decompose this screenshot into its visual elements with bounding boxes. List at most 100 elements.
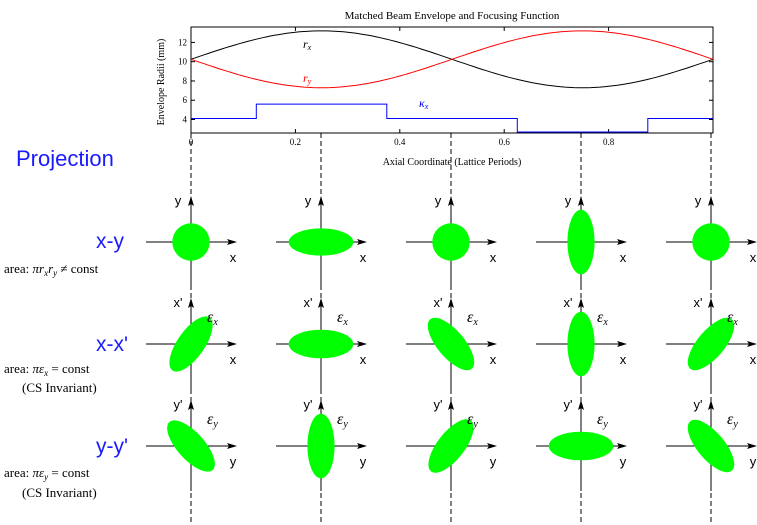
y-tick-label: 8 (183, 76, 188, 86)
h-axis-label: x (620, 352, 627, 367)
y-tick-label: 12 (178, 37, 187, 47)
row-title: x-x' (96, 333, 128, 356)
v-axis-arrow (448, 196, 454, 206)
beam-ellipse (169, 316, 213, 372)
h-axis-arrow (617, 341, 627, 347)
v-axis-label: x' (304, 295, 313, 310)
row-label-xxp: x-x' area: πεx = const (CS Invariant) (4, 333, 128, 395)
h-axis-arrow (227, 239, 237, 245)
h-axis-label: y (620, 454, 627, 469)
h-axis-arrow (357, 239, 367, 245)
v-axis-label: y' (174, 397, 183, 412)
v-axis-arrow (318, 400, 324, 410)
h-axis-arrow (747, 239, 757, 245)
h-axis-label: x (490, 250, 497, 265)
y-tick-label: 6 (183, 95, 188, 105)
phase-cell-r1-c3: x' x εx (536, 295, 627, 389)
phase-cell-r1-c1: x' x εx (276, 295, 367, 389)
h-axis-arrow (487, 341, 497, 347)
area-note: area: πεy = const (4, 465, 90, 482)
emittance-label: εx (207, 309, 218, 328)
phase-cell-r0-c3: yx (536, 193, 627, 287)
h-axis-label: y (230, 454, 237, 469)
y-tick-label: 4 (183, 115, 188, 125)
h-axis-label: x (620, 250, 627, 265)
h-axis-arrow (487, 239, 497, 245)
v-axis-arrow (448, 298, 454, 308)
phase-cell-r2-c0: y' y εy (146, 397, 237, 491)
row-labels: x-y area: πrxry ≠ const x-x' area: πεx =… (4, 230, 128, 500)
h-axis-label: x (360, 250, 367, 265)
y-tick-label: 10 (178, 57, 188, 67)
v-axis-arrow (318, 298, 324, 308)
beam-ellipse (167, 420, 215, 472)
phase-cell-r1-c0: x' x εx (146, 295, 237, 389)
emittance-label: εx (467, 309, 478, 328)
beam-ellipse (288, 329, 354, 359)
emittance-label: εy (467, 411, 478, 430)
invariant-note: (CS Invariant) (22, 485, 97, 500)
series-line-2 (191, 103, 713, 133)
v-axis-arrow (708, 400, 714, 410)
v-axis-arrow (578, 298, 584, 308)
h-axis-label: x (230, 250, 237, 265)
emittance-label: εx (597, 309, 608, 328)
rx-curve-label: rx (303, 37, 312, 52)
invariant-note: (CS Invariant) (22, 380, 97, 395)
v-axis-arrow (318, 196, 324, 206)
phase-cell-r1-c4: x' x εx (666, 295, 757, 389)
v-axis-label: x' (564, 295, 573, 310)
v-axis-label: y' (694, 397, 703, 412)
h-axis-arrow (487, 443, 497, 449)
beam-ellipse (692, 223, 730, 261)
beam-ellipse (307, 413, 335, 479)
projection-heading: Projection (16, 146, 114, 171)
beam-ellipse (428, 419, 474, 473)
kx-curve-label: κx (419, 96, 429, 111)
emittance-label: εy (597, 411, 608, 430)
h-axis-label: y (490, 454, 497, 469)
v-axis-label: y' (434, 397, 443, 412)
v-axis-label: x' (174, 295, 183, 310)
v-axis-arrow (708, 298, 714, 308)
v-axis-arrow (708, 196, 714, 206)
v-axis-label: y (565, 193, 572, 208)
v-axis-label: y' (564, 397, 573, 412)
v-axis-arrow (448, 400, 454, 410)
phase-cell-r2-c1: y' y εy (276, 397, 367, 491)
x-ticks: 00.20.40.60.8 (189, 27, 615, 147)
v-axis-arrow (578, 400, 584, 410)
h-axis-arrow (357, 443, 367, 449)
h-axis-label: x (230, 352, 237, 367)
v-axis-arrow (188, 400, 194, 410)
h-axis-label: y (750, 454, 757, 469)
v-axis-arrow (188, 196, 194, 206)
v-axis-label: y (435, 193, 442, 208)
v-axis-arrow (188, 298, 194, 308)
y-ticks: 4 6 8 10 12 (178, 37, 713, 125)
h-axis-arrow (357, 341, 367, 347)
chart-title: Matched Beam Envelope and Focusing Funct… (345, 10, 560, 22)
h-axis-arrow (617, 239, 627, 245)
phase-cell-r0-c0: yx (146, 193, 237, 287)
area-note: area: πεx = const (4, 361, 90, 378)
phase-cell-r1-c2: x' x εx (406, 295, 497, 389)
emittance-label: εx (727, 309, 738, 328)
h-axis-arrow (747, 443, 757, 449)
h-axis-arrow (747, 341, 757, 347)
emittance-label: εx (337, 309, 348, 328)
h-axis-label: y (360, 454, 367, 469)
row-title: y-y' (96, 435, 128, 458)
phase-cell-r2-c2: y' y εy (406, 397, 497, 491)
h-axis-arrow (227, 341, 237, 347)
x-tick-label: 0.8 (603, 137, 615, 147)
phase-cell-r2-c3: y' y εy (536, 397, 627, 491)
beam-ellipse (687, 419, 735, 473)
beam-ellipse (432, 223, 470, 261)
phase-cell-r0-c4: yx (666, 193, 757, 287)
emittance-label: εy (727, 411, 738, 430)
h-axis-label: x (750, 250, 757, 265)
phase-cell-r0-c1: yx (276, 193, 367, 287)
y-axis-label: Envelope Radii (mm) (156, 39, 167, 126)
